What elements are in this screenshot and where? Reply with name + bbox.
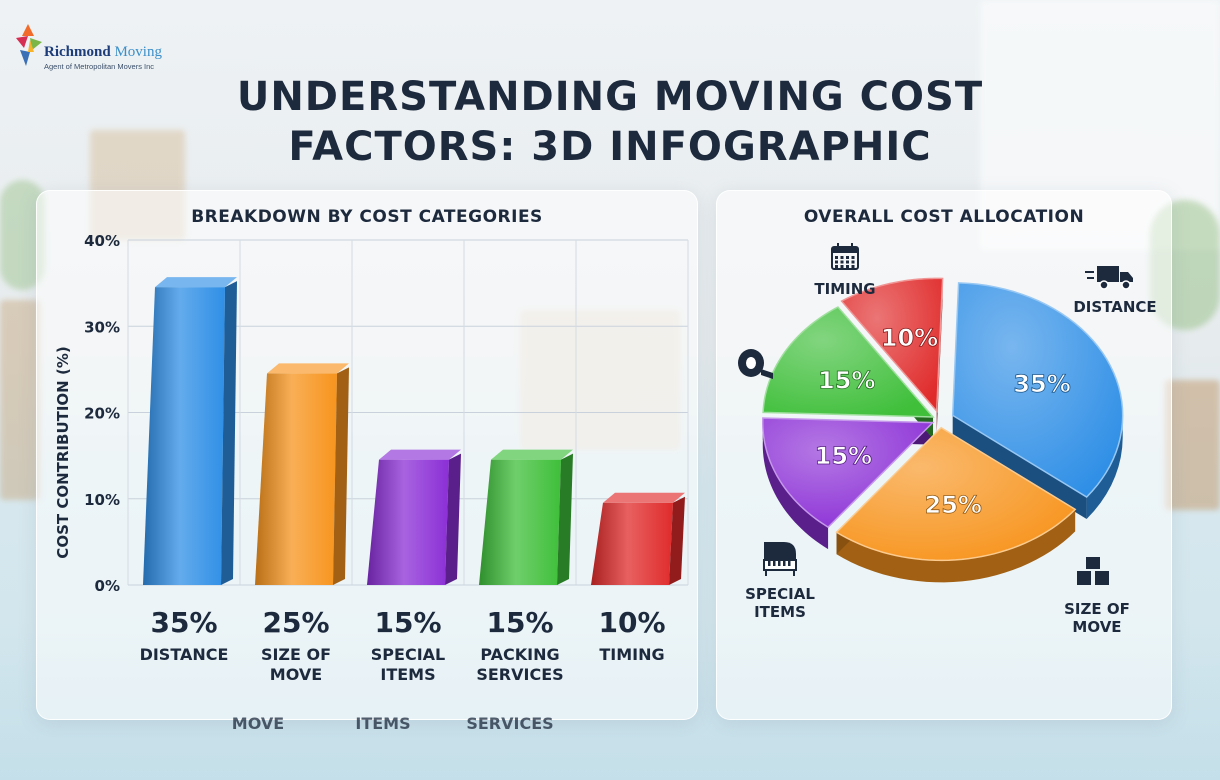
pie-slice-size-of-move xyxy=(835,426,1077,562)
brand-tagline: Agent of Metropolitan Movers Inc xyxy=(44,62,155,71)
bar-top xyxy=(603,492,685,503)
bar-category-label: ITEMS xyxy=(380,665,435,684)
pie-category-label: DISTANCE xyxy=(1073,298,1156,316)
bar-value-label: 35% xyxy=(150,606,217,639)
pie-slice-distance xyxy=(951,282,1124,498)
bar-front xyxy=(479,459,561,585)
pie-category-label: MOVE xyxy=(1072,618,1121,636)
bar-front xyxy=(143,287,225,585)
pie-slice-side xyxy=(952,415,1123,520)
page-title: UNDERSTANDING MOVING COST FACTORS: 3D IN… xyxy=(160,72,1060,172)
slice-wall xyxy=(952,415,1087,520)
bar-value-label: 15% xyxy=(374,606,441,639)
pie-category-label: TIMING xyxy=(814,280,875,298)
bar-distance xyxy=(143,277,237,585)
y-tick-label: 20% xyxy=(84,405,120,423)
bar-top xyxy=(155,277,237,288)
bar-value-label: 10% xyxy=(598,606,665,639)
y-axis-label: COST CONTRIBUTION (%) xyxy=(54,346,72,558)
tape-icon xyxy=(738,349,773,379)
truck-icon xyxy=(1085,266,1133,290)
slice-depth xyxy=(836,509,1076,583)
bar-side xyxy=(333,367,349,585)
pie-chart-title: OVERALL COST ALLOCATION xyxy=(803,207,1085,227)
bar-side xyxy=(445,453,461,585)
bar-front xyxy=(367,459,449,585)
reflection-label: ITEMS xyxy=(355,714,410,733)
bar-category-label: PACKING xyxy=(480,645,559,664)
pie-category-label: ITEMS xyxy=(754,603,806,621)
slice-value-label: 15% xyxy=(815,442,872,470)
bar-side xyxy=(221,281,237,585)
slice-top xyxy=(762,417,935,529)
bar-chart-title: BREAKDOWN BY COST CATEGORIES xyxy=(191,207,543,227)
y-tick-label: 10% xyxy=(84,491,120,509)
piano-icon xyxy=(763,542,797,576)
calendar-icon xyxy=(831,243,859,270)
bar-value-label: 25% xyxy=(262,606,329,639)
bar-value-label: 15% xyxy=(486,606,553,639)
bar-side xyxy=(669,496,685,585)
page-title-line2: FACTORS: 3D INFOGRAPHIC xyxy=(288,124,932,170)
bar-chart-panel: BREAKDOWN BY COST CATEGORIES xyxy=(36,190,698,720)
bar-special-items xyxy=(367,449,461,585)
reflection-label: SERVICES xyxy=(466,714,553,733)
y-tick-label: 0% xyxy=(95,577,120,595)
bar-size-of-move xyxy=(255,363,349,585)
slice-top xyxy=(762,306,935,418)
bar-category-label: SPECIAL xyxy=(371,645,445,664)
slice-value-label: 15% xyxy=(818,367,875,395)
bar-timing xyxy=(591,492,685,585)
brand-logo: Richmond Moving Agent of Metropolitan Mo… xyxy=(14,22,214,72)
bar-top xyxy=(379,449,461,460)
pie-slice-packing xyxy=(762,306,935,418)
pie-slice-special-items xyxy=(762,417,935,529)
slice-top xyxy=(835,426,1077,562)
slice-top xyxy=(951,282,1124,498)
brand-name-part2: Moving xyxy=(114,44,162,60)
bar-category-label: MOVE xyxy=(270,665,322,684)
background-box xyxy=(1165,380,1220,510)
slice-value-label: 35% xyxy=(1013,370,1070,398)
y-tick-label: 30% xyxy=(84,318,120,336)
pie-slice-timing xyxy=(840,277,944,413)
bar-top xyxy=(267,363,349,374)
pie-category-label: SIZE OF xyxy=(1064,600,1130,618)
slice-value-label: 25% xyxy=(925,491,982,519)
bar-packing-services xyxy=(479,449,573,585)
pie-category-label: SPECIAL xyxy=(745,585,815,603)
slice-value-label: 10% xyxy=(881,324,938,352)
background-box xyxy=(0,300,40,500)
page-title-line1: UNDERSTANDING MOVING COST xyxy=(236,74,984,120)
bar-category-label: TIMING xyxy=(599,645,664,664)
bar-top xyxy=(491,449,573,460)
bar-category-label: SERVICES xyxy=(476,665,563,684)
bar-front xyxy=(591,502,673,585)
slice-depth xyxy=(1086,415,1123,520)
y-tick-label: 40% xyxy=(84,232,120,250)
boxes-icon xyxy=(1077,557,1109,585)
logo-mark-icon xyxy=(16,24,42,66)
reflection-label: MOVE xyxy=(232,714,284,733)
slice-top xyxy=(840,277,944,413)
brand-name: Richmond Moving xyxy=(44,44,162,61)
bar-category-label: DISTANCE xyxy=(140,645,229,664)
brand-name-part1: Richmond xyxy=(44,44,111,60)
bar-side xyxy=(557,453,573,585)
bar-category-label: SIZE OF xyxy=(261,645,331,664)
bar-front xyxy=(255,373,337,585)
